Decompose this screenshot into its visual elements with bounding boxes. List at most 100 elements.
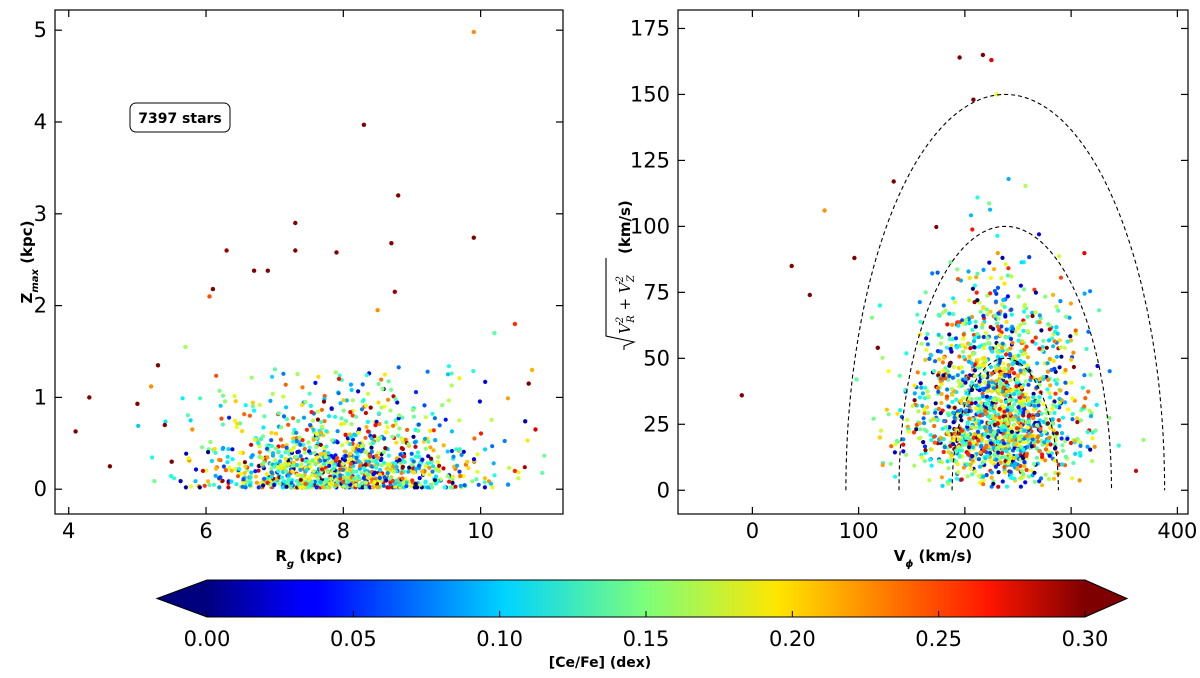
data-point — [476, 482, 481, 487]
data-point — [938, 411, 943, 416]
data-point — [1096, 308, 1102, 313]
data-point — [1024, 467, 1029, 473]
data-point — [1022, 360, 1027, 365]
data-point — [952, 405, 957, 410]
data-point — [269, 438, 274, 443]
data-point — [1003, 373, 1008, 378]
data-point — [338, 467, 343, 472]
data-point — [352, 432, 357, 437]
data-point — [73, 429, 78, 434]
data-point — [348, 451, 353, 456]
data-point — [264, 446, 270, 451]
data-point — [1048, 442, 1053, 447]
data-point — [1069, 380, 1074, 385]
data-point — [1033, 290, 1038, 295]
data-point — [1075, 416, 1080, 421]
data-point — [1037, 313, 1042, 318]
data-point — [354, 414, 359, 419]
data-point — [1036, 403, 1041, 408]
data-point — [386, 453, 391, 458]
data-point — [526, 381, 531, 386]
data-point — [1016, 417, 1021, 422]
data-point — [294, 478, 299, 484]
data-point — [449, 371, 454, 376]
data-point — [1044, 442, 1049, 448]
data-point — [252, 408, 257, 413]
data-point — [304, 427, 309, 432]
colorbar-ticks: 0.00 0.05 0.10 0.15 0.20 0.25 0.30 — [184, 611, 1108, 651]
data-point — [1054, 404, 1059, 409]
data-point — [1071, 364, 1076, 370]
data-point — [884, 407, 889, 412]
annotation-text: 7397 stars — [138, 111, 222, 127]
data-point — [923, 448, 928, 453]
data-point — [949, 386, 954, 392]
data-point — [446, 364, 452, 369]
data-point — [1008, 378, 1013, 383]
data-point — [912, 398, 917, 403]
data-point — [1037, 346, 1042, 351]
data-point — [471, 369, 476, 374]
data-point — [162, 422, 167, 428]
data-point — [385, 471, 390, 476]
data-point — [956, 445, 961, 450]
data-point — [1004, 484, 1010, 489]
colorbar-label: [Ce/Fe] (dex) — [549, 655, 651, 671]
data-point — [912, 383, 917, 388]
data-point — [441, 466, 446, 471]
data-point — [371, 485, 376, 490]
data-point — [990, 371, 995, 376]
data-point — [1021, 447, 1026, 452]
data-point — [370, 458, 375, 464]
data-point — [989, 470, 995, 475]
data-point — [1046, 439, 1051, 444]
data-point — [983, 408, 988, 413]
data-point — [1052, 458, 1058, 463]
data-point — [348, 457, 353, 462]
data-point — [965, 421, 970, 426]
data-point — [990, 460, 995, 465]
data-point — [1000, 341, 1005, 346]
data-point — [956, 437, 961, 442]
data-point — [1009, 312, 1014, 317]
data-point — [376, 450, 381, 455]
data-point — [1055, 331, 1060, 336]
data-point — [212, 446, 217, 452]
data-point — [936, 389, 941, 394]
data-point — [373, 458, 379, 463]
data-point — [249, 442, 254, 447]
data-point — [1007, 369, 1012, 374]
data-point — [348, 461, 354, 466]
data-point — [1059, 431, 1065, 436]
data-point — [428, 428, 433, 433]
data-point — [934, 417, 939, 422]
data-point — [922, 407, 927, 412]
data-point — [1011, 455, 1016, 461]
data-point — [281, 394, 286, 399]
data-point — [529, 367, 535, 373]
data-point — [967, 416, 972, 421]
data-point — [1047, 435, 1052, 440]
data-point — [455, 463, 460, 468]
data-point — [210, 286, 216, 292]
data-point — [922, 396, 928, 401]
data-point — [340, 443, 345, 448]
data-point — [410, 478, 415, 483]
data-point — [214, 466, 219, 471]
data-point — [945, 387, 950, 392]
data-point — [981, 306, 986, 311]
data-point — [999, 455, 1005, 460]
data-point — [986, 383, 991, 388]
data-point — [391, 423, 396, 428]
data-point — [939, 335, 944, 340]
data-point — [397, 482, 403, 487]
data-point — [970, 458, 975, 463]
data-point — [399, 437, 405, 442]
data-point — [946, 466, 951, 471]
data-point — [1057, 365, 1062, 370]
data-point — [391, 469, 396, 474]
data-point — [996, 470, 1001, 475]
data-point — [946, 450, 951, 455]
data-point — [220, 422, 225, 427]
data-point — [981, 474, 986, 479]
